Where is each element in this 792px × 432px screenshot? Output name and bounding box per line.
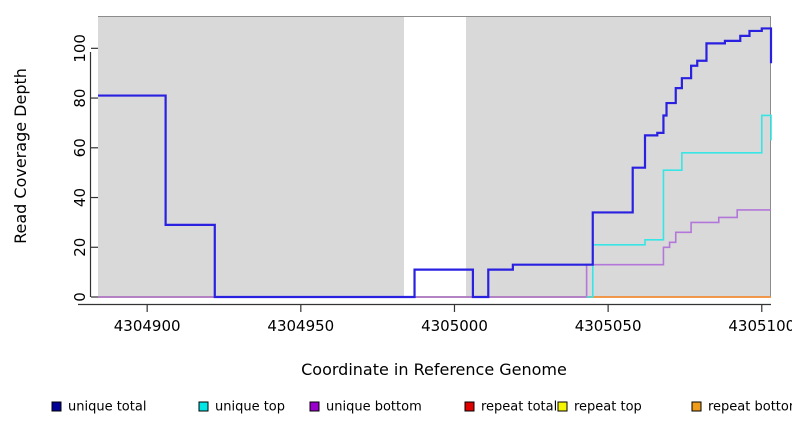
y-tick-label: 80 bbox=[71, 89, 89, 108]
data-series-group bbox=[98, 27, 773, 299]
x-axis-title: Coordinate in Reference Genome bbox=[301, 360, 567, 379]
y-axis-title: Read Coverage Depth bbox=[11, 68, 30, 244]
legend-label-unique-total: unique total bbox=[68, 400, 146, 415]
series-line-unique-top bbox=[586, 114, 772, 298]
y-axis: 0 20 40 60 80 100 bbox=[71, 34, 98, 302]
series-line-unique-bottom bbox=[98, 209, 771, 298]
legend-swatch-repeat-total bbox=[464, 401, 475, 412]
legend-swatch-unique-top bbox=[198, 401, 209, 412]
x-tick-label: 4305000 bbox=[421, 317, 488, 335]
legend-swatch-repeat-top bbox=[557, 401, 568, 412]
y-tick-label: 0 bbox=[71, 292, 89, 302]
y-tick-label: 40 bbox=[71, 188, 89, 207]
y-tick-label: 100 bbox=[71, 34, 89, 63]
y-tick-label: 60 bbox=[71, 138, 89, 157]
legend: unique total unique top unique bottom repea… bbox=[51, 400, 792, 415]
legend-label-unique-top: unique top bbox=[215, 400, 285, 415]
legend-swatch-unique-total bbox=[51, 401, 62, 412]
legend-label-repeat-bottom: repeat bottom bbox=[708, 400, 792, 415]
x-axis: 4304900 4304950 4305000 4305050 4305100 bbox=[78, 303, 792, 335]
x-tick-label: 4305050 bbox=[575, 317, 642, 335]
legend-swatch-unique-bottom bbox=[309, 401, 320, 412]
x-tick-label: 4305100 bbox=[728, 317, 792, 335]
x-tick-label: 4304950 bbox=[267, 317, 334, 335]
legend-label-repeat-total: repeat total bbox=[481, 400, 557, 415]
legend-label-repeat-top: repeat top bbox=[574, 400, 642, 415]
legend-swatch-repeat-bottom bbox=[691, 401, 702, 412]
series-line-unique-total bbox=[98, 27, 773, 299]
legend-label-unique-bottom: unique bottom bbox=[326, 400, 422, 415]
y-tick-label: 20 bbox=[71, 238, 89, 257]
x-tick-label: 4304900 bbox=[114, 317, 181, 335]
panel-background bbox=[98, 16, 771, 297]
